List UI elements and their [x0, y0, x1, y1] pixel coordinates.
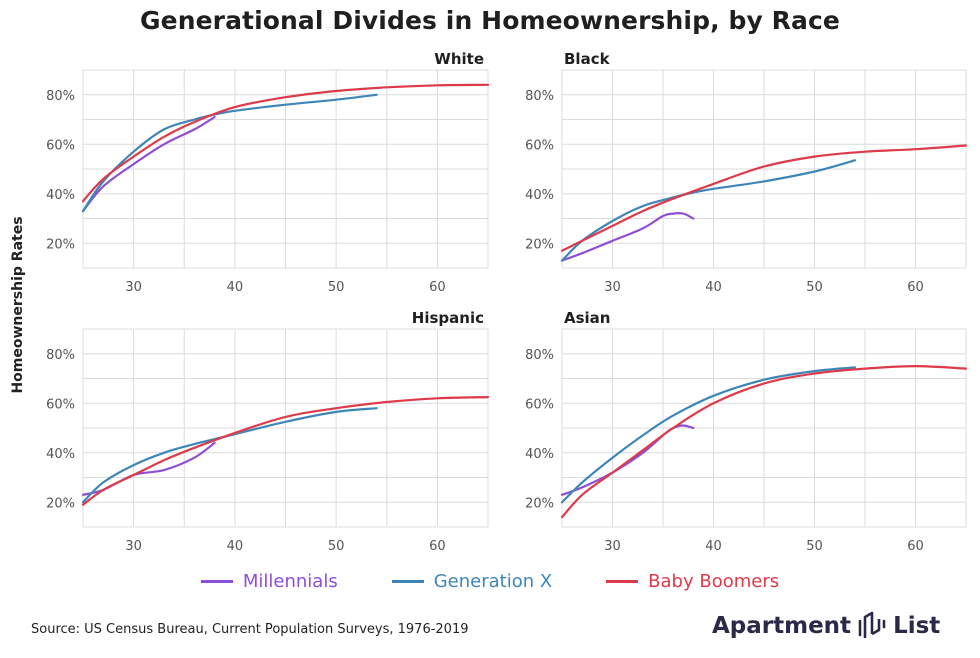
- y-tick-label: 40%: [46, 447, 75, 462]
- y-tick-label: 80%: [525, 89, 554, 104]
- series-line-generation-x: [560, 366, 856, 504]
- legend-item-generation-x: Generation X: [391, 571, 553, 592]
- series-line-millennials: [81, 441, 216, 496]
- legend-item-baby-boomers: Baby Boomers: [606, 571, 779, 592]
- series-line-millennials: [560, 424, 695, 496]
- y-tick-label: 80%: [46, 89, 75, 104]
- y-tick-label: 60%: [46, 138, 75, 153]
- y-tick-label: 60%: [46, 397, 75, 412]
- x-tick-label: 50: [328, 280, 345, 295]
- x-tick-label: 50: [328, 539, 345, 554]
- y-tick-label: 40%: [525, 188, 554, 203]
- y-tick-label: 40%: [525, 447, 554, 462]
- legend-label-millennials: Millennials: [242, 571, 338, 592]
- legend-label-baby-boomers: Baby Boomers: [648, 571, 780, 592]
- brand-logo: Apartment List: [712, 611, 940, 641]
- panel-title-black: Black: [564, 50, 611, 68]
- series-line-millennials: [560, 211, 695, 262]
- x-tick-label: 30: [125, 539, 142, 554]
- x-tick-label: 40: [705, 539, 722, 554]
- y-tick-label: 20%: [525, 496, 554, 511]
- x-tick-label: 30: [604, 280, 621, 295]
- x-tick-label: 50: [806, 280, 823, 295]
- legend-item-millennials: Millennials: [200, 571, 338, 592]
- y-tick-label: 80%: [525, 348, 554, 363]
- y-tick-label: 20%: [46, 237, 75, 252]
- panel-black: 20% 40% 60% 80% 30 40 50 60 Black: [525, 50, 968, 295]
- series-line-baby-boomers: [81, 396, 490, 506]
- chart-title: Generational Divides in Homeownership, b…: [140, 6, 840, 35]
- legend-swatch-millennials: [200, 580, 233, 583]
- y-tick-label: 20%: [46, 496, 75, 511]
- x-tick-label: 40: [227, 539, 244, 554]
- x-tick-label: 60: [429, 539, 446, 554]
- series-line-baby-boomers: [560, 365, 968, 519]
- x-tick-label: 50: [806, 539, 823, 554]
- series-line-millennials: [81, 115, 216, 213]
- panel-asian: 20% 40% 60% 80% 30 40 50 60 Asian: [525, 309, 968, 554]
- x-tick-label: 60: [907, 539, 924, 554]
- y-tick-label: 60%: [525, 138, 554, 153]
- x-tick-label: 60: [907, 280, 924, 295]
- x-tick-label: 30: [125, 280, 142, 295]
- series-line-baby-boomers: [81, 83, 490, 203]
- brand-name-left: Apartment: [712, 613, 852, 639]
- panel-title-asian: Asian: [564, 309, 610, 327]
- brand-name-right: List: [893, 613, 941, 639]
- panel-white: 20% 40% 60% 80% 30 40 50 60 White: [46, 50, 490, 295]
- panel-hispanic: 20% 40% 60% 80% 30 40 50 60 Hispanic: [46, 309, 490, 554]
- x-tick-label: 60: [429, 280, 446, 295]
- x-tick-label: 30: [604, 539, 621, 554]
- legend-swatch-generation-x: [391, 580, 424, 583]
- x-tick-label: 40: [705, 280, 722, 295]
- legend: Millennials Generation X Baby Boomers: [0, 571, 980, 592]
- y-tick-label: 40%: [46, 188, 75, 203]
- series-line-generation-x: [81, 407, 378, 504]
- apartment-list-logo-icon: [858, 611, 886, 638]
- chart-grid: 20% 40% 60% 80% 30 40 50 60 White 20% 40% 60% 80% 30 4…: [46, 50, 968, 554]
- y-tick-label: 80%: [46, 348, 75, 363]
- panel-title-white: White: [434, 50, 484, 68]
- legend-label-generation-x: Generation X: [433, 571, 553, 592]
- panel-title-hispanic: Hispanic: [412, 309, 484, 327]
- series-line-baby-boomers: [560, 144, 968, 252]
- y-tick-label: 60%: [525, 397, 554, 412]
- legend-swatch-baby-boomers: [606, 580, 639, 583]
- x-tick-label: 40: [227, 280, 244, 295]
- series-line-generation-x: [560, 159, 856, 262]
- y-tick-label: 20%: [525, 237, 554, 252]
- source-note: Source: US Census Bureau, Current Popula…: [31, 622, 469, 637]
